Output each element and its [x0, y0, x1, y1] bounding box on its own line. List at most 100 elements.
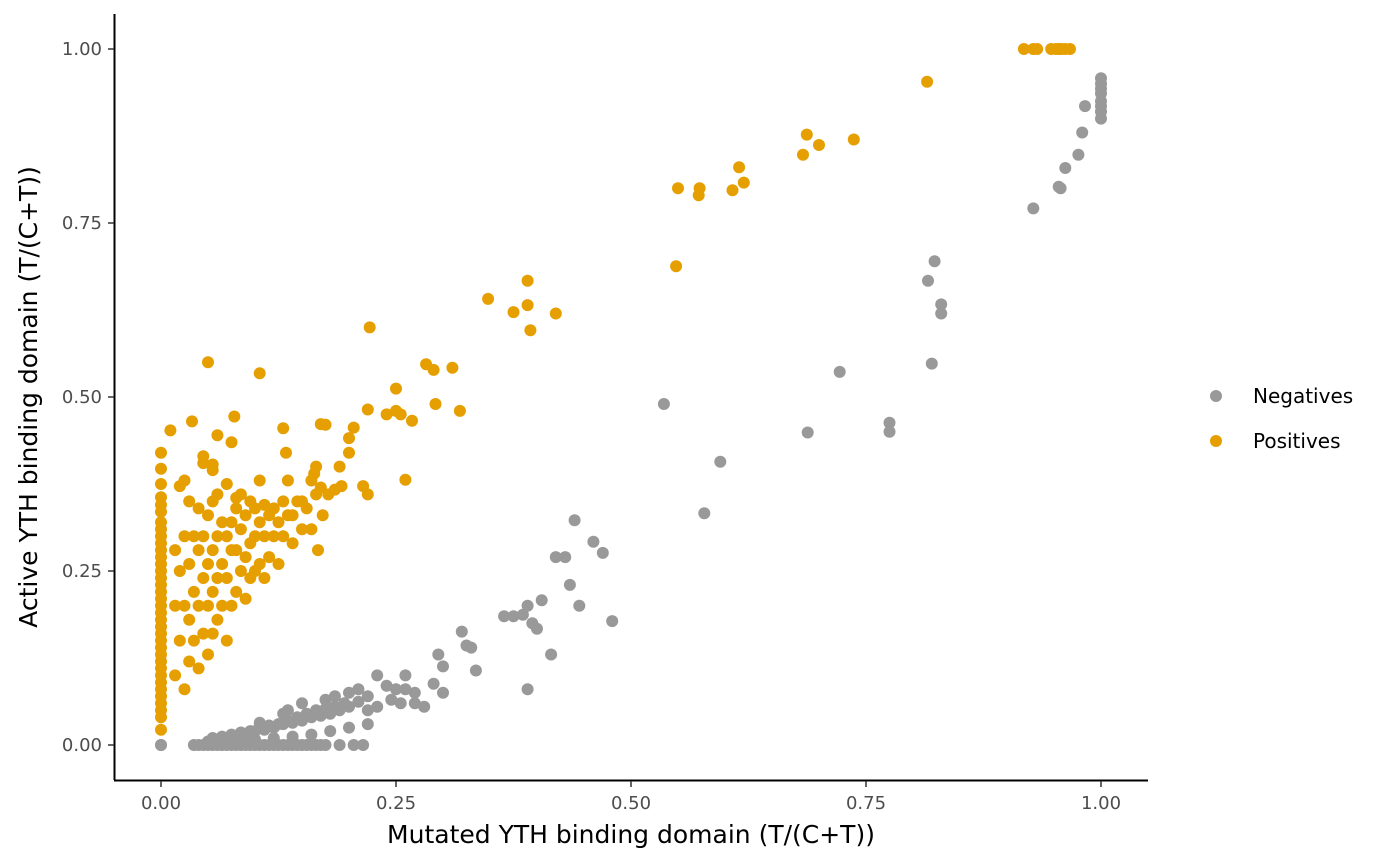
point: [737, 176, 750, 189]
point: [465, 641, 478, 654]
points-layer: [155, 43, 1107, 751]
point: [155, 723, 167, 736]
point: [316, 509, 329, 522]
point: [272, 516, 285, 529]
point: [319, 739, 332, 751]
point: [385, 693, 398, 706]
point: [211, 530, 224, 543]
point: [328, 690, 341, 703]
point: [263, 719, 276, 732]
point: [521, 683, 534, 696]
point: [698, 507, 711, 520]
point: [277, 530, 290, 543]
point: [286, 509, 299, 522]
point: [432, 648, 445, 661]
point: [361, 403, 374, 416]
point: [390, 683, 402, 696]
point: [296, 697, 308, 710]
point: [1031, 43, 1044, 55]
point: [726, 184, 739, 197]
point: [230, 585, 243, 598]
point: [380, 679, 393, 692]
point: [267, 502, 280, 515]
x-tick-label: 0.50: [611, 793, 651, 814]
point: [183, 495, 196, 508]
point: [363, 321, 376, 334]
point: [216, 516, 229, 529]
point: [281, 704, 294, 717]
point: [335, 480, 348, 493]
point: [197, 450, 210, 463]
point: [482, 292, 495, 305]
y-tick-label: 1.00: [62, 39, 102, 60]
x-tick-label: 0.00: [141, 793, 181, 814]
point: [192, 502, 205, 515]
point: [186, 415, 198, 428]
point: [192, 599, 205, 612]
point: [573, 599, 586, 612]
point: [429, 398, 442, 410]
point: [169, 599, 182, 612]
point: [183, 558, 196, 570]
point: [206, 464, 219, 477]
point: [225, 599, 238, 612]
point: [155, 462, 167, 475]
point: [883, 416, 896, 429]
point: [521, 299, 534, 312]
point: [319, 702, 332, 715]
y-tick-label: 0.50: [62, 387, 102, 408]
point: [296, 523, 308, 536]
point: [361, 690, 374, 703]
point: [267, 530, 280, 543]
point: [361, 704, 374, 717]
point: [670, 260, 683, 273]
point: [657, 398, 670, 410]
legend: Negatives Positives: [1210, 384, 1353, 453]
point: [220, 530, 233, 543]
point: [437, 660, 449, 673]
point: [343, 721, 355, 734]
point: [169, 544, 182, 557]
legend-label-negatives: Negatives: [1253, 384, 1353, 408]
point: [1072, 148, 1085, 161]
point: [202, 356, 214, 369]
point: [197, 572, 210, 584]
series-positives: [155, 43, 1076, 736]
point: [178, 683, 191, 696]
point: [220, 572, 233, 584]
point: [1076, 126, 1089, 139]
point: [183, 655, 196, 668]
y-axis-ticks: 0.00 0.25 0.50 0.75 1.00: [62, 39, 114, 756]
point: [197, 530, 210, 543]
point: [935, 298, 948, 311]
point: [801, 426, 814, 439]
point: [202, 648, 214, 661]
point: [258, 498, 271, 511]
point: [1064, 43, 1076, 55]
point: [507, 306, 520, 319]
point: [253, 516, 266, 529]
point: [187, 530, 200, 543]
point: [300, 707, 313, 720]
point: [234, 565, 247, 577]
point: [371, 669, 384, 682]
point: [197, 627, 210, 640]
point: [394, 408, 407, 421]
point: [343, 686, 355, 699]
point: [399, 683, 412, 696]
point: [272, 718, 285, 731]
point: [596, 546, 609, 559]
point: [300, 502, 313, 515]
point: [305, 523, 318, 536]
point: [277, 495, 290, 508]
point: [291, 711, 304, 724]
point: [234, 523, 247, 536]
point: [169, 669, 182, 682]
point: [797, 148, 809, 161]
point: [324, 725, 337, 738]
point: [347, 739, 360, 751]
point: [249, 733, 261, 746]
y-tick-label: 0.00: [62, 735, 102, 756]
point: [192, 662, 205, 675]
